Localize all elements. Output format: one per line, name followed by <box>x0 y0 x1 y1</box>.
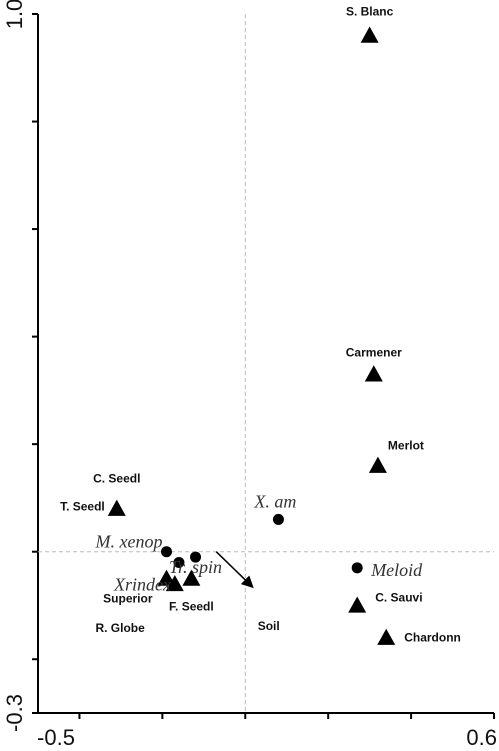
x-tick-label-right: 0.6 <box>466 725 497 750</box>
site-label-merlot: Merlot <box>388 439 424 453</box>
y-tick-label-bottom: -0.3 <box>2 694 27 732</box>
site-label-superior: Superior <box>103 592 153 606</box>
vector-label-soil: Soil <box>258 619 280 633</box>
species-marker-meloid <box>351 562 363 574</box>
site-label-c-seedl: C. Seedl <box>93 472 140 486</box>
plot-frame <box>37 14 494 714</box>
species-label-x-am: X. am <box>253 491 296 511</box>
species-marker-x-am <box>272 513 284 525</box>
species-label-m-xenop: M. xenop <box>95 532 163 552</box>
site-marker-merlot <box>368 456 387 473</box>
site-marker-c-sauvi <box>348 596 367 613</box>
site-label-c-sauvi: C. Sauvi <box>375 590 422 604</box>
site-points: S. Blanc Carmener Merlot C. Seedl T. Seedl C.… <box>60 5 461 645</box>
species-label-meloid: Meloid <box>370 560 423 580</box>
species-marker-xrindex <box>173 556 185 568</box>
site-marker-s-blanc <box>360 26 379 43</box>
species-marker-m-xenop <box>161 546 173 558</box>
site-marker-c-seedl <box>107 499 126 516</box>
vector-arrow-soil <box>215 551 254 589</box>
site-marker-r-globe <box>165 574 184 592</box>
axis-ticks <box>32 13 495 719</box>
site-label-r-globe: R. Globe <box>95 621 145 635</box>
species-label-tr-spin: Tr. spin <box>169 557 222 577</box>
site-label-s-blanc: S. Blanc <box>346 5 394 19</box>
site-marker-chardonn <box>377 628 396 645</box>
site-label-f-seedl: F. Seedl <box>169 600 214 614</box>
x-tick-label-left: -0.5 <box>37 725 75 750</box>
site-label-t-seedl: T. Seedl <box>60 500 105 514</box>
species-label-xrindex: Xrindex <box>113 574 171 594</box>
site-marker-f-seedl <box>182 569 201 586</box>
y-tick-label-top: 1.0 <box>2 0 27 29</box>
site-label-carmener: Carmener <box>346 345 402 359</box>
reference-lines <box>38 14 494 713</box>
species-marker-tr-spin <box>190 551 202 563</box>
site-marker-carmener <box>364 365 383 382</box>
site-label-chardonn: Chardonn <box>404 631 461 645</box>
environmental-vectors: Soil <box>215 551 280 633</box>
site-marker-superior <box>157 569 176 586</box>
